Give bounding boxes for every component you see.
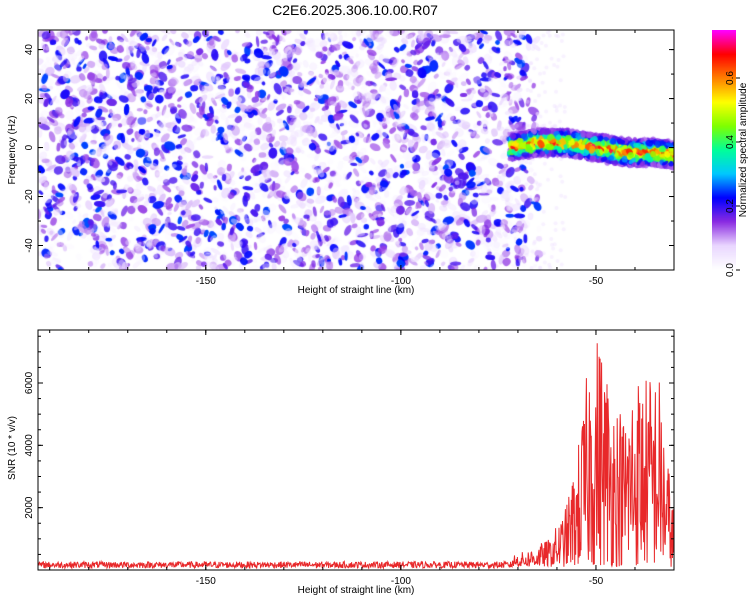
snr-xtick-label: -100 [391, 576, 411, 587]
spectrogram-y-label: Frequency (Hz) [7, 116, 18, 185]
spectrogram-x-label: Height of straight line (km) [298, 285, 415, 296]
spectrogram-ytick-label: 20 [24, 93, 35, 105]
colorbar-tick-label: 0.4 [725, 135, 736, 149]
snr-ytick-label: 4000 [24, 434, 35, 457]
spectrogram-ytick-label: -40 [24, 238, 35, 253]
snr-y-ticks: 2000 4000 6000 [24, 335, 674, 571]
colorbar-tick-label: 0.0 [725, 263, 736, 277]
snr-y-label: SNR (10 * v/v) [7, 416, 18, 480]
snr-ytick-label: 2000 [24, 496, 35, 519]
spectrogram-frame [37, 29, 675, 271]
snr-x-label: Height of straight line (km) [298, 585, 415, 596]
figure-title: C2E6.2025.306.10.00.R07 [272, 2, 438, 18]
spectrogram-heatmap [38, 30, 674, 270]
snr-xtick-label: -150 [196, 576, 216, 587]
snr-xtick-label: -50 [589, 576, 604, 587]
colorbar-tick-label: 0.6 [725, 71, 736, 85]
colorbar-tick-label: 0.2 [725, 199, 736, 213]
spectrogram-xtick-label: -150 [196, 276, 216, 287]
spectrogram-ytick-label: -20 [24, 189, 35, 204]
snr-series-line [37, 343, 675, 570]
snr-x-ticks: -150 -100 -50 [49, 330, 675, 587]
spectrogram-x-ticks: -150 -100 -50 [49, 30, 675, 287]
spectrogram-xtick-label: -100 [391, 276, 411, 287]
snr-ytick-label: 6000 [24, 371, 35, 394]
colorbar-ticks: 0.0 0.2 0.4 0.6 [725, 71, 740, 277]
spectrogram-ytick-label: 0 [24, 144, 35, 150]
spectrogram-y-ticks: -40 -20 0 20 40 [24, 44, 674, 271]
colorbar-label: Normalized spectral amplitude [738, 82, 749, 217]
colorbar [712, 30, 736, 270]
snr-frame [37, 329, 675, 571]
spectrogram-ytick-label: 40 [24, 44, 35, 56]
spectrogram-xtick-label: -50 [589, 276, 604, 287]
